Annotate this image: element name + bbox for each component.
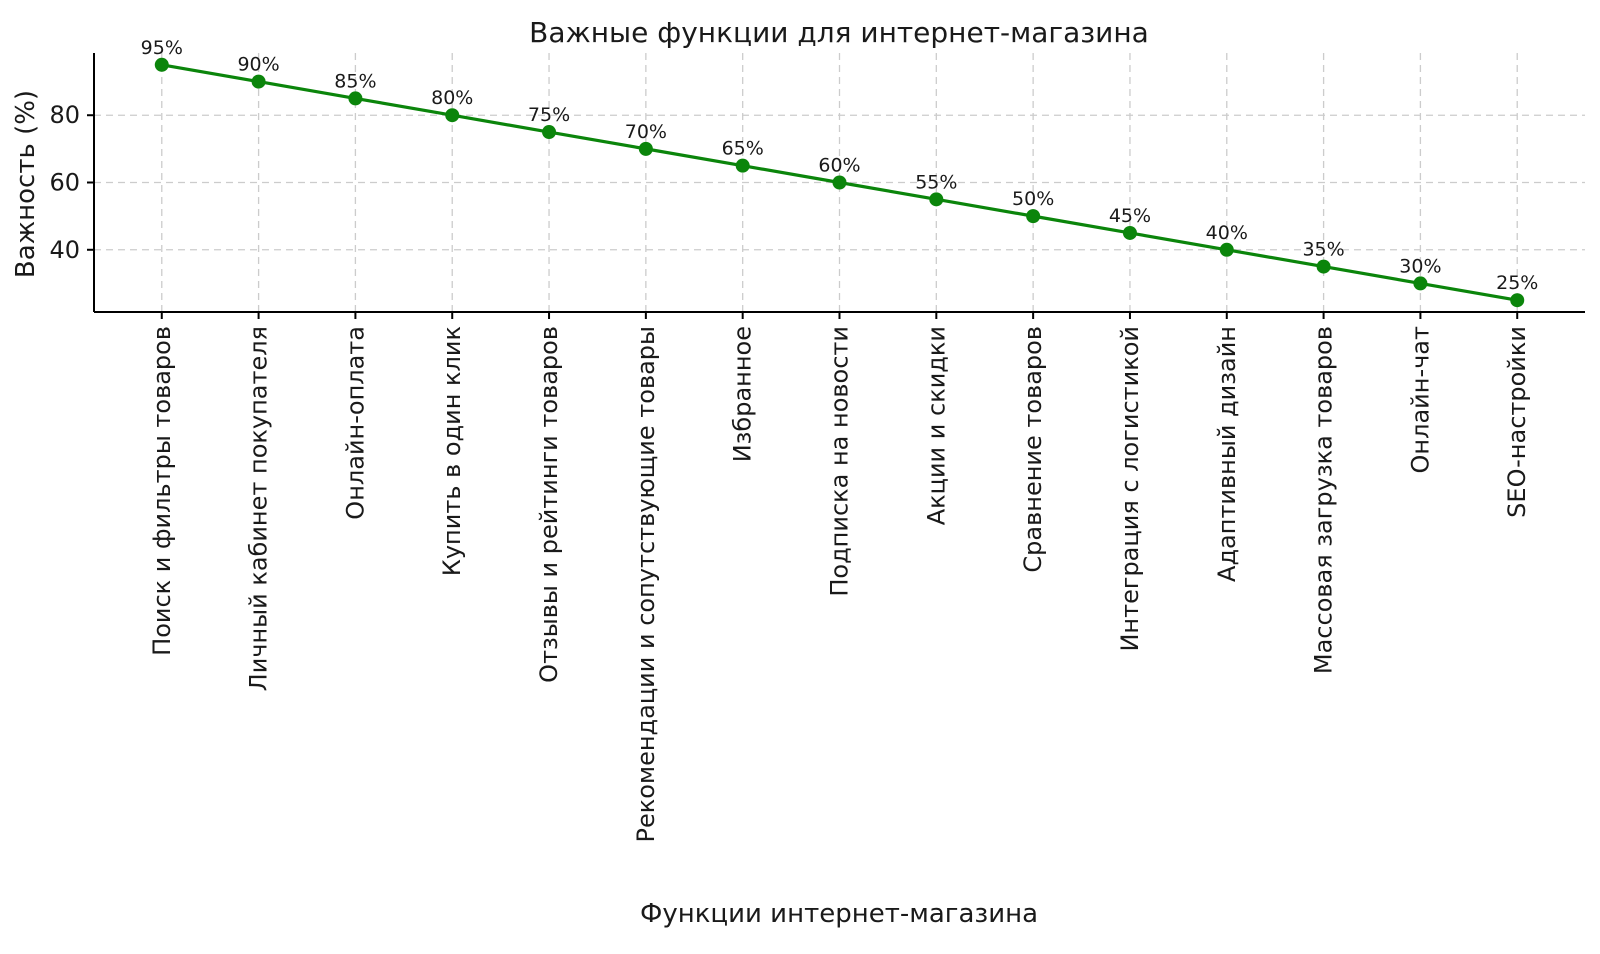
data-point-marker: [1510, 293, 1525, 308]
data-point-label: 40%: [1206, 222, 1248, 244]
data-point-label: 55%: [915, 171, 957, 193]
x-tick-label: Онлайн-чат: [1406, 326, 1434, 473]
data-point-marker: [1026, 209, 1041, 224]
data-point-label: 75%: [528, 104, 570, 126]
data-point-marker: [1219, 242, 1234, 257]
data-point-label: 60%: [818, 155, 860, 177]
x-tick-label: SEO-настройки: [1503, 326, 1531, 518]
data-point-label: 50%: [1012, 188, 1054, 210]
data-point-label: 80%: [431, 87, 473, 109]
x-tick-label: Акции и скидки: [922, 326, 950, 525]
chart-title: Важные функции для интернет-магазина: [529, 16, 1149, 49]
data-point-label: 65%: [722, 138, 764, 160]
data-point-marker: [1316, 259, 1331, 274]
data-point-marker: [638, 141, 653, 156]
data-point-marker: [1413, 276, 1428, 291]
tick-labels-layer: 40 60 80 Поиск и фильтры товаров Личный каби…: [49, 101, 1531, 842]
data-point-label: 95%: [141, 37, 183, 59]
data-point-marker: [154, 57, 169, 72]
x-tick-label: Массовая загрузка товаров: [1310, 326, 1338, 674]
x-tick-label: Личный кабинет покупателя: [245, 326, 273, 691]
series-layer: 95% 90% 85% 80% 75% 70% 65% 60% 55% 50% 45% 40% 35% 3…: [141, 37, 1538, 308]
data-point-marker: [832, 175, 847, 190]
data-point-marker: [1122, 225, 1137, 240]
data-point-marker: [251, 74, 266, 89]
x-tick-label: Рекомендации и сопутствующие товары: [632, 326, 660, 842]
x-tick-label: Отзывы и рейтинги товаров: [535, 326, 563, 683]
y-tick-label: 80: [49, 101, 80, 129]
x-tick-label: Сравнение товаров: [1019, 326, 1047, 573]
data-point-marker: [445, 108, 460, 123]
x-tick-label: Поиск и фильтры товаров: [148, 326, 176, 656]
data-point-marker: [348, 91, 363, 106]
data-point-label: 35%: [1302, 239, 1344, 261]
x-tick-label: Купить в один клик: [438, 326, 466, 576]
data-point-marker: [735, 158, 750, 173]
data-point-label: 85%: [334, 70, 376, 92]
x-tick-label: Избранное: [729, 326, 757, 462]
x-tick-label: Интеграция с логистикой: [1116, 326, 1144, 652]
data-point-label: 90%: [237, 54, 279, 76]
y-tick-label: 60: [49, 169, 80, 197]
x-axis-label: Функции интернет-магазина: [640, 899, 1038, 929]
y-axis-label: Важность (%): [11, 90, 41, 278]
data-point-label: 70%: [625, 121, 667, 143]
x-tick-label: Онлайн-оплата: [341, 326, 369, 520]
data-point-marker: [542, 125, 557, 140]
data-point-label: 25%: [1496, 272, 1538, 294]
x-tick-label: Подписка на новости: [826, 326, 854, 597]
x-tick-label: Адаптивный дизайн: [1213, 326, 1241, 582]
data-point-label: 45%: [1109, 205, 1151, 227]
data-point-label: 30%: [1399, 255, 1441, 277]
axes-layer: [87, 53, 1585, 319]
y-tick-label: 40: [49, 236, 80, 264]
data-point-marker: [929, 192, 944, 207]
